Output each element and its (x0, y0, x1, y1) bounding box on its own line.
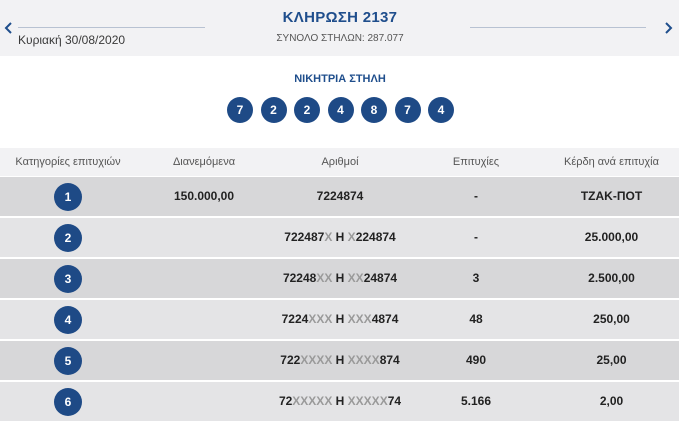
draw-date: Κυριακή 30/08/2020 (18, 33, 126, 47)
numbers-part-b: 24874 (363, 271, 398, 285)
numbers-part-a: 722 (280, 353, 301, 367)
numbers-pattern: 722487X Η X224874 (272, 230, 408, 244)
winning-numbers: 7 2 2 4 8 7 4 (227, 97, 454, 123)
winning-number-ball: 4 (327, 97, 354, 123)
prize-amount: 2.500,00 (588, 271, 635, 285)
numbers-separator: Η (332, 394, 348, 408)
numbers-mask-b: X (347, 230, 356, 244)
category-badge: 3 (54, 265, 82, 293)
table-row: 2 722487X Η X224874 - 25.000,00 (0, 218, 679, 257)
numbers-mask-b: XXX (347, 312, 372, 326)
numbers-part-a: 72248 (282, 271, 317, 285)
distributed-amount: 150.000,00 (173, 189, 235, 203)
prize-amount: 2,00 (599, 394, 624, 408)
winners-count: 3 (472, 271, 480, 285)
winning-column-title: ΝΙΚΗΤΡΙΑ ΣΤΗΛΗ (294, 73, 386, 85)
numbers-part-b: 874 (379, 353, 400, 367)
numbers-part-a: 72 (278, 394, 293, 408)
winning-number-ball: 2 (294, 97, 320, 123)
winning-number-ball: 7 (394, 97, 421, 123)
chevron-right-icon[interactable] (661, 18, 675, 38)
divider-right (470, 27, 646, 28)
numbers-pattern: 722XXXX Η XXXX874 (272, 353, 408, 367)
numbers-pattern: 7224874 (272, 189, 408, 203)
winning-number-ball: 8 (361, 97, 387, 123)
table-row: 1 150.000,00 7224874 - ΤΖΑΚ-ΠΟΤ (0, 177, 679, 216)
numbers-part-a: 722487 (284, 230, 325, 244)
chevron-left-icon[interactable] (2, 18, 16, 38)
numbers-mask-b: XX (347, 271, 364, 285)
draw-title: ΚΛΗΡΩΣΗ 2137 (282, 9, 398, 26)
category-badge: 1 (54, 183, 82, 211)
numbers-separator: Η (332, 312, 348, 326)
prize-amount: 25.000,00 (584, 230, 639, 244)
prize-amount: ΤΖΑΚ-ΠΟΤ (580, 189, 643, 203)
header-numbers: Αριθμοί (321, 156, 359, 168)
category-badge: 6 (54, 388, 82, 416)
numbers-mask-b: XXXX (347, 353, 380, 367)
results-table: 1 150.000,00 7224874 - ΤΖΑΚ-ΠΟΤ 2 722487… (0, 177, 679, 423)
numbers-mask-a: XXXX (300, 353, 333, 367)
divider-left (18, 27, 205, 28)
numbers-mask-a: XXXXX (292, 394, 333, 408)
table-row: 4 7224XXX Η XXX4874 48 250,00 (0, 300, 679, 339)
numbers-pattern: 72XXXXX Η XXXXX74 (272, 394, 408, 408)
category-badge: 2 (54, 224, 82, 252)
numbers-part-a: 7224 (281, 312, 309, 326)
numbers-part-b: 4874 (371, 312, 399, 326)
header-distributed: Διανεμόμενα (172, 156, 236, 168)
numbers-separator: Η (332, 230, 348, 244)
table-row: 6 72XXXXX Η XXXXX74 5.166 2,00 (0, 382, 679, 421)
winning-number-ball: 7 (227, 97, 253, 123)
header-prize: Κέρδη ανά επιτυχία (564, 156, 659, 168)
winners-count: - (474, 230, 478, 244)
header-winners: Επιτυχίες (452, 156, 500, 168)
numbers-separator: Η (332, 271, 348, 285)
category-badge: 4 (54, 306, 82, 334)
numbers-mask-a: X (324, 230, 333, 244)
numbers-pattern: 7224XXX Η XXX4874 (272, 312, 408, 326)
table-row: 3 72248XX Η XX24874 3 2.500,00 (0, 259, 679, 298)
prize-amount: 25,00 (596, 353, 627, 367)
table-header: Κατηγορίες επιτυχιών Διανεμόμενα Αριθμοί… (0, 148, 679, 176)
table-row: 5 722XXXX Η XXXX874 490 25,00 (0, 341, 679, 380)
winners-count: - (474, 189, 478, 203)
category-badge: 5 (54, 347, 82, 375)
numbers-part-a: 7224874 (316, 189, 364, 203)
total-columns: ΣΥΝΟΛΟ ΣΤΗΛΩΝ: 287.077 (276, 33, 404, 44)
numbers-separator: Η (332, 353, 348, 367)
winners-count: 5.166 (460, 394, 492, 408)
winning-number-ball: 4 (428, 97, 454, 123)
winners-count: 48 (469, 312, 483, 326)
numbers-mask-a: XXX (308, 312, 333, 326)
numbers-mask-a: XX (316, 271, 333, 285)
numbers-mask-b: XXXXX (347, 394, 388, 408)
winning-number-ball: 2 (260, 97, 287, 123)
numbers-part-b: 74 (387, 394, 402, 408)
numbers-part-b: 224874 (355, 230, 396, 244)
winners-count: 490 (465, 353, 487, 367)
numbers-pattern: 72248XX Η XX24874 (272, 271, 408, 285)
draw-header: Κυριακή 30/08/2020 ΚΛΗΡΩΣΗ 2137 ΣΥΝΟΛΟ Σ… (0, 0, 679, 56)
header-categories: Κατηγορίες επιτυχιών (15, 156, 121, 168)
prize-amount: 250,00 (593, 312, 630, 326)
